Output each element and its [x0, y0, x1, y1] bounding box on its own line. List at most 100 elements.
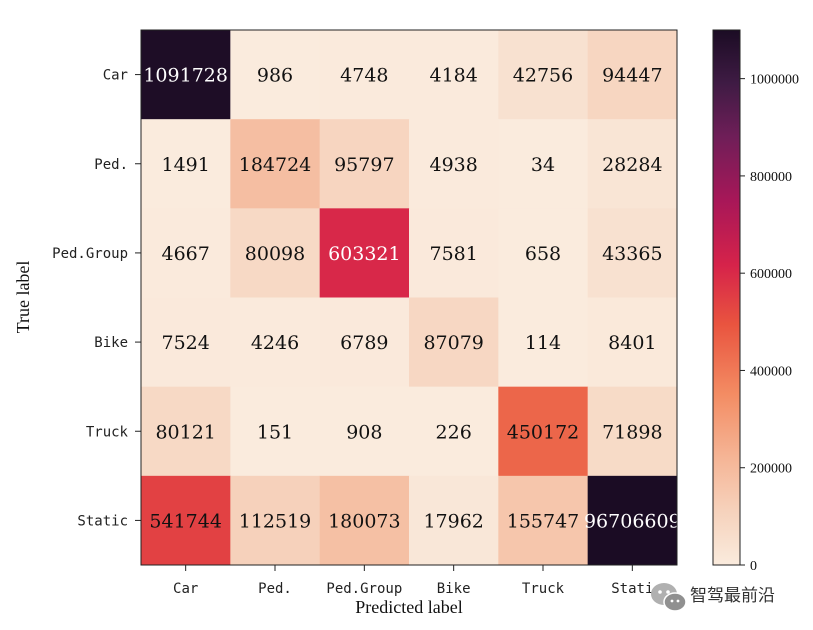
cell-value-label: 96706609 — [584, 510, 681, 532]
x-tick-label: Bike — [437, 581, 471, 597]
cell-value-label: 80098 — [245, 243, 305, 265]
cell-value-label: 7524 — [161, 332, 209, 354]
y-tick-label: Static — [77, 513, 128, 529]
cell-value-label: 112519 — [239, 510, 312, 532]
heatmap-cell — [141, 208, 231, 298]
cell-value-label: 87079 — [423, 332, 483, 354]
watermark-text: 智驾最前沿 — [690, 586, 775, 606]
cell-value-label: 34 — [531, 154, 555, 176]
cell-value-label: 184724 — [239, 154, 312, 176]
heatmap-cell — [230, 30, 321, 120]
heatmap-cell — [141, 119, 231, 209]
heatmap-cell — [230, 119, 321, 209]
watermark: 智驾最前沿 — [651, 583, 775, 612]
cell-value-label: 6789 — [340, 332, 388, 354]
heatmap-cell — [498, 297, 589, 388]
cell-value-label: 4246 — [251, 332, 299, 354]
heatmap-cell — [587, 119, 678, 209]
heatmap-cell — [141, 386, 231, 477]
heatmap-cell — [498, 386, 589, 477]
cell-value-label: 7581 — [429, 243, 477, 265]
heatmap-cell — [319, 475, 410, 566]
heatmap-cell — [409, 475, 499, 566]
cell-value-label: 603321 — [328, 243, 401, 265]
heatmap-cell — [409, 297, 499, 388]
cell-value-label: 80121 — [155, 421, 215, 443]
cell-value-label: 226 — [436, 421, 472, 443]
axis-ticks: Car Ped. Ped.Group Bike Truck Static Car Ped. Pe… — [52, 68, 653, 597]
cell-value-label: 28284 — [602, 154, 662, 176]
colorbar-tick-label: 800000 — [750, 170, 792, 185]
heatmap-cell — [587, 30, 678, 120]
cell-value-label: 4667 — [161, 243, 209, 265]
heatmap-cell — [587, 475, 678, 566]
cell-value-label: 986 — [257, 65, 293, 87]
plot-frame — [140, 29, 678, 566]
cell-value-label: 8401 — [608, 332, 656, 354]
x-tick-label: Stati — [611, 581, 653, 597]
cell-value-label: 1091728 — [143, 65, 228, 87]
heatmap-cell — [319, 119, 410, 209]
cell-value-label: 155747 — [507, 510, 580, 532]
cell-value-label: 43365 — [602, 243, 662, 265]
heatmap-cell — [498, 119, 589, 209]
cell-value-label: 17962 — [423, 510, 483, 532]
y-tick-label: Ped.Group — [52, 246, 128, 262]
x-axis-label: Predicted label — [355, 597, 462, 617]
x-tick-label: Truck — [522, 581, 565, 597]
cell-value-label: 1491 — [161, 154, 209, 176]
wechat-icon — [651, 583, 687, 612]
colorbar-tick-label: 200000 — [750, 462, 792, 477]
y-tick-label: Car — [103, 68, 128, 84]
heatmap-cell — [141, 30, 231, 120]
heatmap-cells: 1091728 986 4748 4184 42756 94447 1491 184724 95… — [141, 30, 681, 566]
heatmap-cell — [409, 119, 499, 209]
y-tick-label: Truck — [86, 424, 129, 440]
colorbar-gradient — [712, 29, 741, 566]
cell-value-label: 908 — [346, 421, 382, 443]
heatmap-cell — [587, 208, 678, 298]
heatmap-cell — [230, 208, 321, 298]
cell-value-label: 4184 — [429, 65, 477, 87]
colorbar-tick-label: 1000000 — [750, 73, 799, 88]
cell-value-label: 94447 — [602, 65, 662, 87]
colorbar-tick-label: 600000 — [750, 267, 792, 282]
cell-value-label: 151 — [257, 421, 293, 443]
heatmap-cell — [319, 386, 410, 477]
y-tick-label: Ped. — [94, 157, 128, 173]
heatmap-cell — [230, 475, 321, 566]
heatmap-cell — [141, 475, 231, 566]
cell-value-label: 541744 — [149, 510, 222, 532]
heatmap-cell — [141, 297, 231, 388]
cell-value-label: 658 — [525, 243, 561, 265]
colorbar-ticks: 0 200000 400000 600000 800000 1000000 — [740, 73, 799, 574]
cell-value-label: 71898 — [602, 421, 662, 443]
cell-value-label: 180073 — [328, 510, 401, 532]
heatmap-cell — [498, 208, 589, 298]
y-tick-label: Bike — [94, 335, 128, 351]
cell-value-label: 42756 — [513, 65, 573, 87]
cell-value-label: 114 — [525, 332, 561, 354]
cell-value-label: 4748 — [340, 65, 388, 87]
colorbar-tick-label: 400000 — [750, 364, 792, 379]
heatmap-cell — [409, 386, 499, 477]
cell-value-label: 95797 — [334, 154, 394, 176]
heatmap-cell — [230, 297, 321, 388]
cell-value-label: 4938 — [429, 154, 477, 176]
heatmap-cell — [587, 386, 678, 477]
heatmap-cell — [409, 208, 499, 298]
x-tick-label: Ped. — [258, 581, 292, 597]
heatmap-cell — [409, 30, 499, 120]
colorbar-tick-label: 0 — [750, 559, 757, 574]
heatmap-cell — [230, 386, 321, 477]
heatmap-cell — [498, 475, 589, 566]
heatmap-cell — [498, 30, 589, 120]
cell-value-label: 450172 — [507, 421, 580, 443]
heatmap-cell — [319, 297, 410, 388]
colorbar: 0 200000 400000 600000 800000 1000000 — [712, 29, 799, 574]
heatmap-cell — [319, 30, 410, 120]
heatmap-cell — [587, 297, 678, 388]
y-axis-label: True label — [13, 261, 33, 334]
x-tick-label: Ped.Group — [326, 581, 402, 597]
